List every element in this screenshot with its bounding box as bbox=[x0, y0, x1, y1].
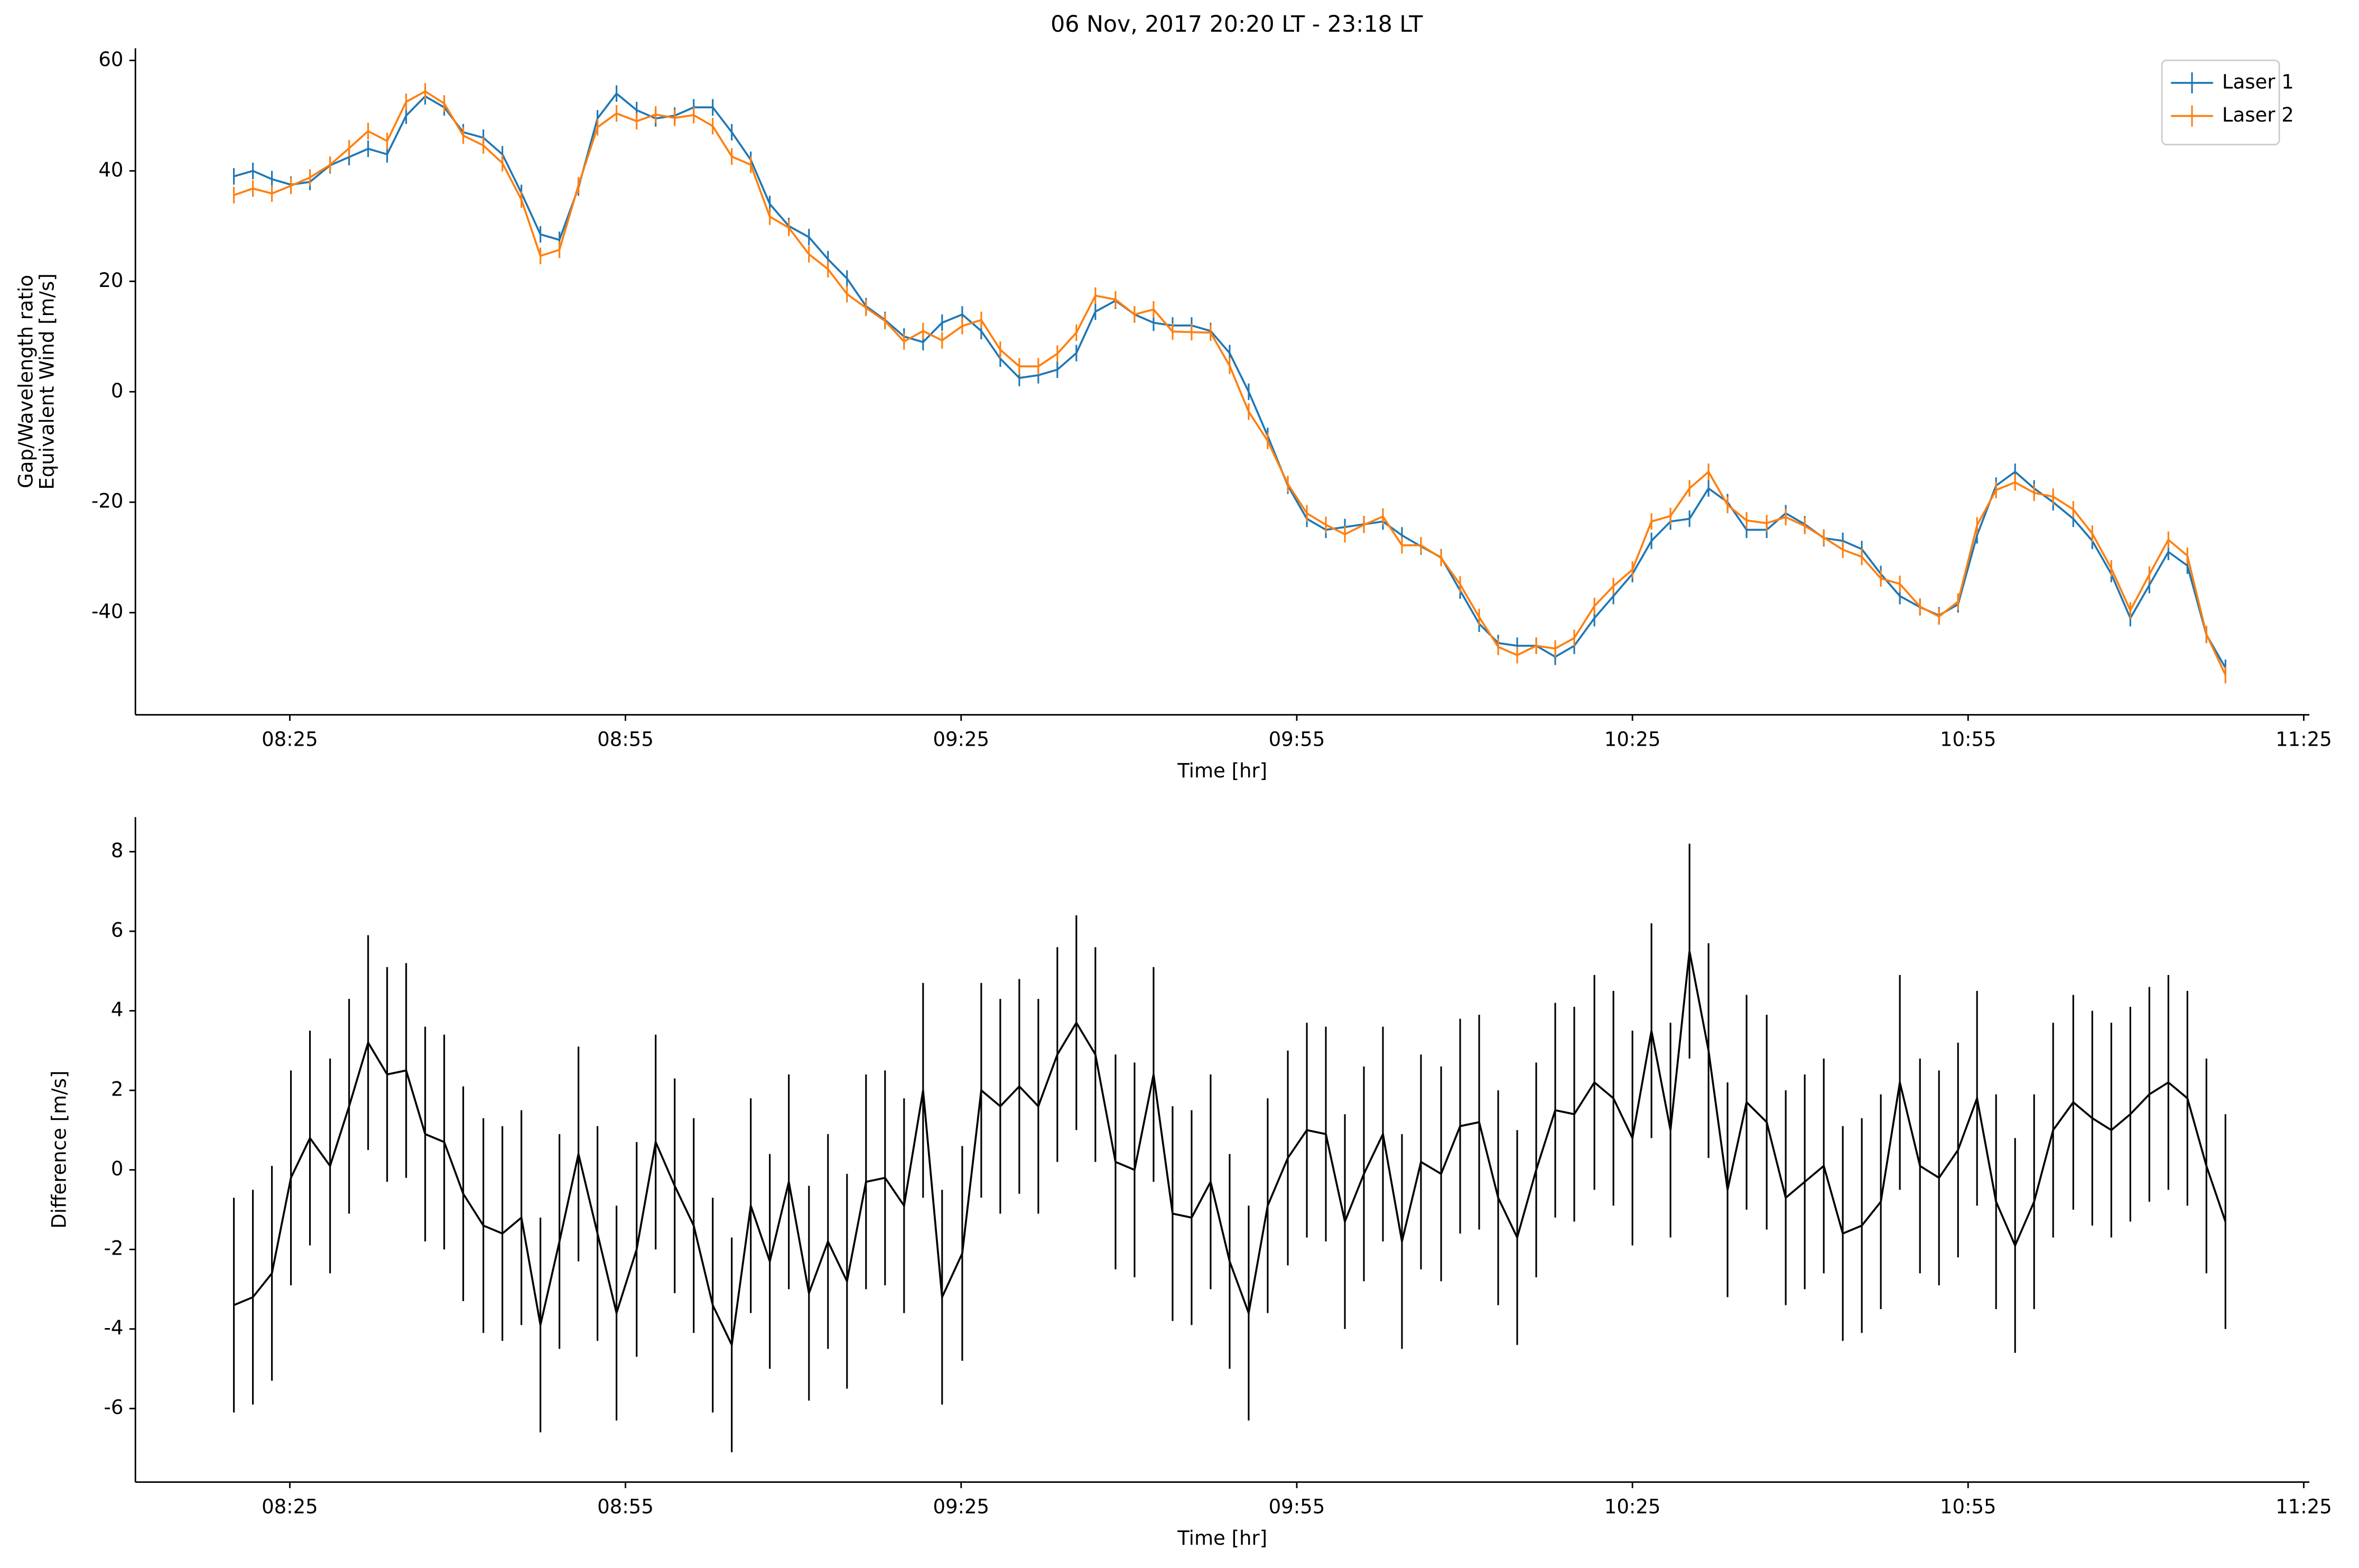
x-tick-label: 10:25 bbox=[1604, 728, 1661, 750]
y-tick-label: 6 bbox=[111, 919, 124, 942]
x-tick-label: 08:55 bbox=[597, 1495, 654, 1518]
y-tick-label: -40 bbox=[91, 600, 123, 623]
legend: Laser 1 Laser 2 bbox=[2161, 59, 2294, 145]
y-tick-label: 4 bbox=[111, 998, 124, 1021]
y-tick-label: -6 bbox=[104, 1396, 124, 1419]
y-axis-label: Gap/Wavelength ratio bbox=[15, 275, 38, 488]
chart-title: 06 Nov, 2017 20:20 LT - 23:18 LT bbox=[1051, 11, 1423, 38]
x-axis-label: Time [hr] bbox=[1177, 1527, 1267, 1550]
x-tick-label: 08:25 bbox=[262, 728, 318, 750]
x-tick-label: 09:25 bbox=[933, 728, 989, 750]
y-tick-label: 60 bbox=[98, 48, 123, 71]
y-tick-label: -20 bbox=[91, 490, 123, 513]
y-tick-label: 40 bbox=[98, 159, 123, 181]
x-axis-label: Time [hr] bbox=[1177, 759, 1267, 782]
y-tick-label: -4 bbox=[104, 1316, 124, 1339]
x-tick-label: 11:25 bbox=[2276, 728, 2332, 750]
x-tick-label: 08:25 bbox=[262, 1495, 318, 1518]
data-line bbox=[233, 90, 2226, 676]
x-tick-label: 10:25 bbox=[1604, 1495, 1661, 1518]
x-tick-label: 09:55 bbox=[1269, 1495, 1325, 1518]
data-line bbox=[234, 92, 2226, 669]
y-tick-label: -2 bbox=[104, 1237, 124, 1260]
x-tick-label: 09:25 bbox=[933, 1495, 989, 1518]
x-tick-label: 09:55 bbox=[1269, 728, 1325, 750]
y-tick-label: 2 bbox=[111, 1078, 124, 1101]
x-tick-label: 11:25 bbox=[2276, 1495, 2332, 1518]
x-tick-label: 10:55 bbox=[1940, 1495, 1996, 1518]
legend-label: Laser 2 bbox=[2222, 104, 2294, 126]
y-axis-label: Equivalent Wind [m/s] bbox=[36, 273, 59, 489]
y-tick-label: 0 bbox=[111, 1157, 124, 1180]
x-tick-label: 08:55 bbox=[597, 728, 654, 750]
y-tick-label: 0 bbox=[111, 379, 124, 402]
x-tick-label: 10:55 bbox=[1940, 728, 1996, 750]
y-tick-label: 20 bbox=[98, 269, 123, 292]
y-tick-label: 8 bbox=[111, 839, 124, 862]
data-line bbox=[233, 951, 2226, 1349]
legend-label: Laser 1 bbox=[2222, 70, 2294, 93]
y-axis-label: Difference [m/s] bbox=[48, 1071, 70, 1229]
